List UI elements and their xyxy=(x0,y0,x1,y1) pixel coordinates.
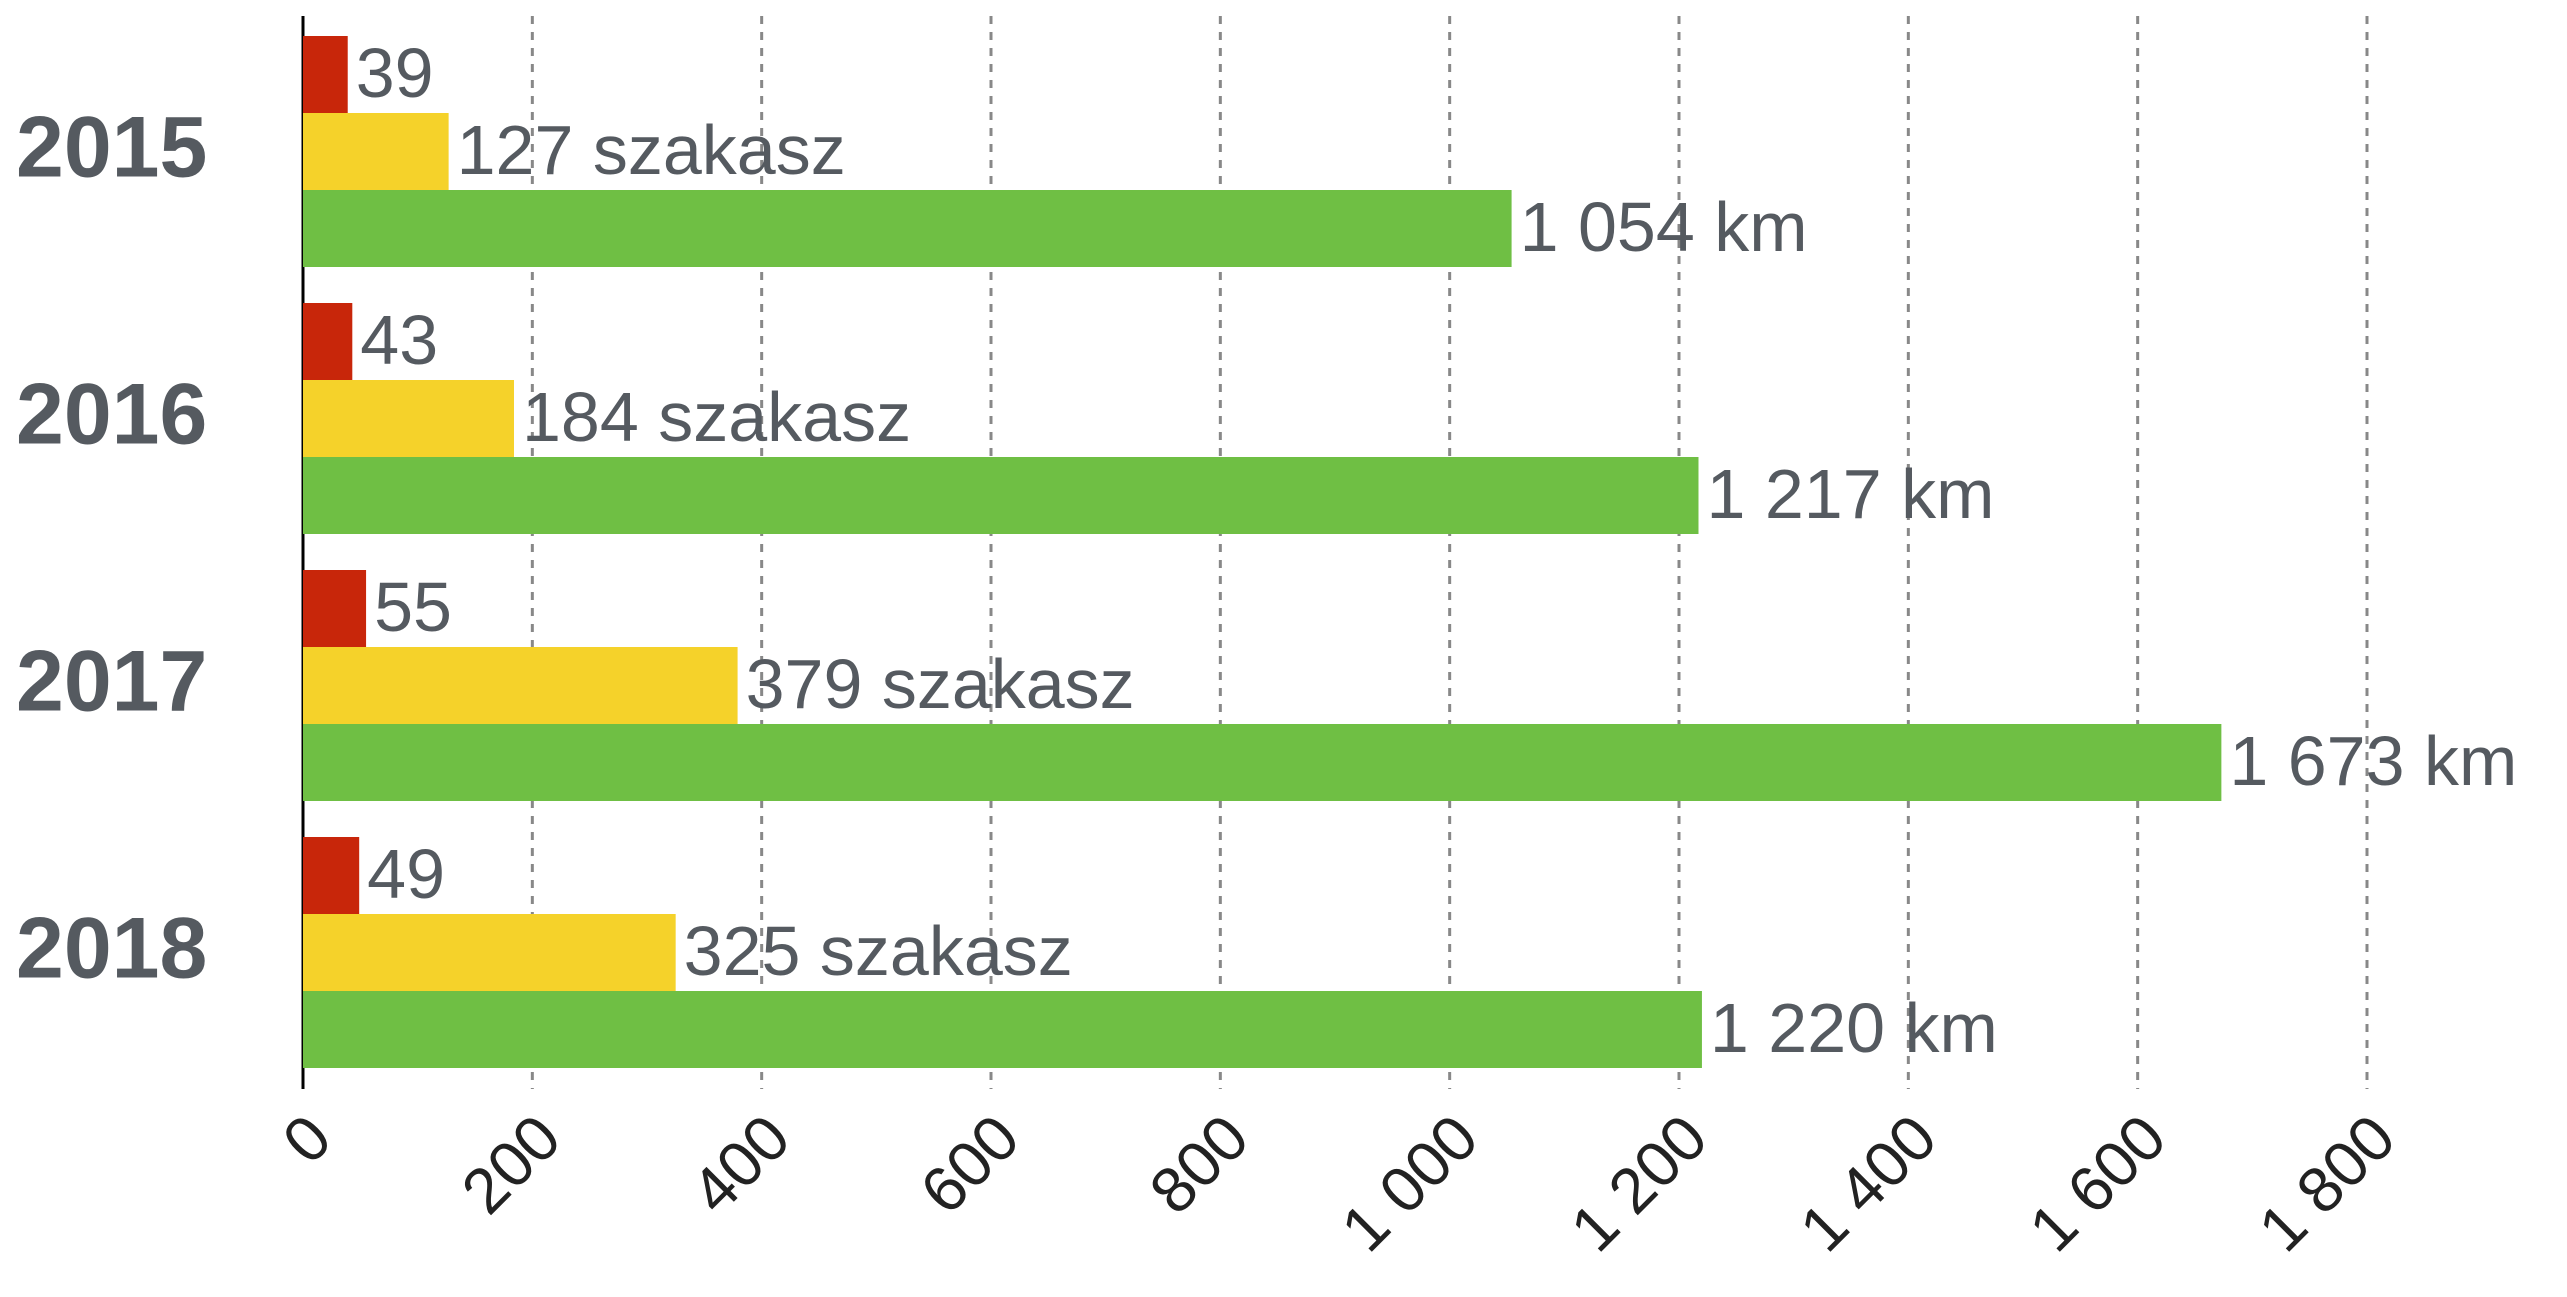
value-label: 1 673 km xyxy=(2229,722,2517,800)
value-label: 1 054 km xyxy=(1520,188,1808,266)
category-label: 2015 xyxy=(16,100,207,196)
bar xyxy=(303,914,676,991)
category-label: 2017 xyxy=(16,634,207,730)
value-label: 43 xyxy=(360,301,438,379)
value-label: 379 szakasz xyxy=(746,645,1135,723)
bar xyxy=(303,570,367,647)
category-label: 2018 xyxy=(16,901,207,997)
bar xyxy=(303,991,1702,1068)
value-label: 55 xyxy=(374,568,452,646)
value-label: 325 szakasz xyxy=(684,912,1073,990)
x-tick-label: 0 xyxy=(269,1101,345,1177)
bar xyxy=(303,303,353,380)
x-tick-label: 1 600 xyxy=(2015,1101,2179,1265)
bar xyxy=(303,380,514,457)
category-label: 2016 xyxy=(16,367,207,463)
bar xyxy=(303,457,1699,534)
value-label: 39 xyxy=(356,34,434,112)
x-tick-label: 1 800 xyxy=(2245,1101,2409,1265)
x-tick-label: 1 000 xyxy=(1327,1101,1491,1265)
value-label: 1 217 km xyxy=(1706,455,1994,533)
value-label: 1 220 km xyxy=(1710,989,1998,1067)
value-label: 127 szakasz xyxy=(457,111,846,189)
value-label: 184 szakasz xyxy=(522,378,911,456)
bar xyxy=(303,190,1512,267)
x-tick-label: 400 xyxy=(677,1101,803,1227)
x-tick-label: 1 200 xyxy=(1557,1101,1721,1265)
bar xyxy=(303,724,2222,801)
bar xyxy=(303,837,360,914)
value-label: 49 xyxy=(367,835,445,913)
bar xyxy=(303,647,738,724)
x-tick-label: 200 xyxy=(448,1101,574,1227)
bar xyxy=(303,113,449,190)
bar xyxy=(303,36,348,113)
x-tick-label: 800 xyxy=(1136,1101,1262,1227)
x-tick-label: 600 xyxy=(906,1101,1032,1227)
x-tick-label: 1 400 xyxy=(1786,1101,1950,1265)
